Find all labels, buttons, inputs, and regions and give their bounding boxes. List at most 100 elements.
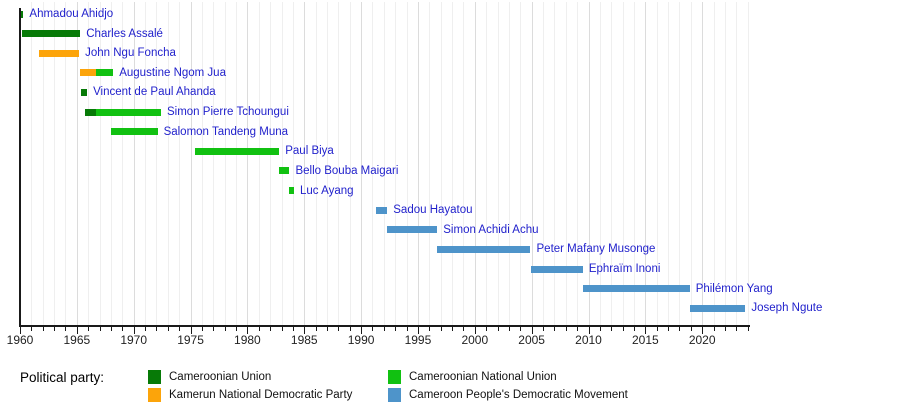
gridline-year — [588, 2, 590, 325]
axis-tick — [508, 327, 510, 331]
gridline-year — [145, 2, 147, 325]
person-label: Simon Pierre Tchoungui — [166, 106, 289, 119]
gridline-year — [292, 2, 294, 325]
gridline-year — [201, 2, 203, 325]
gridline-year — [417, 2, 419, 325]
axis-tick — [713, 327, 715, 331]
person-label: John Ngu Foncha — [85, 47, 176, 60]
gridline-year — [645, 2, 647, 325]
axis-tick — [236, 327, 238, 331]
gridline-year — [463, 2, 465, 325]
legend-label: Cameroonian Union — [169, 371, 272, 383]
gridline-year — [599, 2, 601, 325]
legend-swatch-kndp — [148, 388, 161, 402]
axis-tick — [599, 327, 601, 331]
gridline-year — [520, 2, 522, 325]
axis-tick — [258, 327, 260, 331]
axis-tick — [554, 327, 556, 331]
timeline-bar-kndp — [39, 49, 80, 57]
axis-tick — [611, 327, 613, 331]
gridline-year — [531, 2, 533, 325]
legend-swatch-cnu — [388, 370, 401, 384]
gridline-year — [440, 2, 442, 325]
gridline-year — [383, 2, 385, 325]
gridline-year — [361, 2, 363, 325]
person-label: Ephraïm Inoni — [588, 263, 661, 276]
axis-tick-label: 2000 — [461, 333, 489, 347]
axis-tick — [326, 327, 328, 331]
timeline-bar-cnu — [96, 69, 114, 77]
axis-tick — [76, 327, 78, 334]
timeline-bar-cpdm — [387, 226, 438, 234]
axis-tick — [747, 327, 749, 331]
y-axis-line — [19, 8, 21, 327]
axis-tick — [452, 327, 454, 331]
axis-tick — [179, 327, 181, 331]
gridline-year — [190, 2, 192, 325]
x-axis-line — [19, 325, 750, 327]
axis-tick — [702, 327, 704, 334]
axis-tick — [110, 327, 112, 331]
axis-tick — [395, 327, 397, 331]
gridline-year — [486, 2, 488, 325]
gridline-year — [179, 2, 181, 325]
axis-tick — [565, 327, 567, 331]
timeline-bar-cpdm — [437, 245, 531, 253]
gridline-year — [656, 2, 658, 325]
gridline-year — [622, 2, 624, 325]
axis-tick — [645, 327, 647, 334]
gridline-year — [668, 2, 670, 325]
axis-tick — [315, 327, 317, 331]
gridline-year — [736, 2, 738, 325]
axis-tick-label: 1975 — [177, 333, 204, 347]
axis-tick — [190, 327, 192, 334]
gridline-year — [554, 2, 556, 325]
person-label: Augustine Ngom Jua — [119, 66, 226, 79]
axis-tick — [145, 327, 147, 331]
person-label: Vincent de Paul Ahanda — [93, 86, 216, 99]
gridline-year — [326, 2, 328, 325]
axis-tick-label: 2020 — [688, 333, 716, 347]
axis-tick — [577, 327, 579, 331]
timeline-bar-cpdm — [530, 265, 583, 273]
axis-tick — [338, 327, 340, 331]
timeline-bar-cpdm — [582, 285, 690, 293]
legend-swatch-cu — [148, 370, 161, 384]
person-label: Joseph Ngute — [751, 302, 823, 315]
person-label: Paul Biya — [285, 145, 334, 158]
gridline-year — [304, 2, 306, 325]
gridline-year — [577, 2, 579, 325]
axis-tick-label: 1985 — [290, 333, 318, 347]
gridline-year — [247, 2, 249, 325]
gridline-year — [702, 2, 704, 325]
timeline-bar-cnu — [195, 147, 280, 155]
axis-tick — [247, 327, 249, 334]
axis-tick — [429, 327, 431, 331]
gridline-year — [372, 2, 374, 325]
gridline-year — [338, 2, 340, 325]
gridline-year — [31, 2, 33, 325]
person-label: Philémon Yang — [695, 282, 773, 295]
axis-tick — [486, 327, 488, 331]
axis-tick-label: 2010 — [575, 333, 602, 347]
gridline-year — [474, 2, 476, 325]
gridline-year — [565, 2, 567, 325]
gridline-year — [213, 2, 215, 325]
gridline-year — [406, 2, 408, 325]
axis-tick — [20, 327, 21, 334]
gridline-year — [713, 2, 715, 325]
timeline-bar-cnu — [110, 128, 158, 136]
timeline-bar-cu — [81, 88, 88, 96]
gridline-year — [747, 2, 749, 325]
legend-label: Cameroonian National Union — [409, 371, 557, 383]
gridline-year — [633, 2, 635, 325]
axis-tick-label: 1970 — [120, 333, 148, 347]
timeline-bar-cpdm — [375, 206, 388, 214]
gridline-year — [156, 2, 158, 325]
axis-tick-label: 2005 — [518, 333, 545, 347]
gridline-year — [258, 2, 260, 325]
axis-tick — [531, 327, 533, 334]
gridline-year — [281, 2, 283, 325]
person-label: Sadou Hayatou — [393, 204, 473, 217]
gridline-year — [167, 2, 169, 325]
